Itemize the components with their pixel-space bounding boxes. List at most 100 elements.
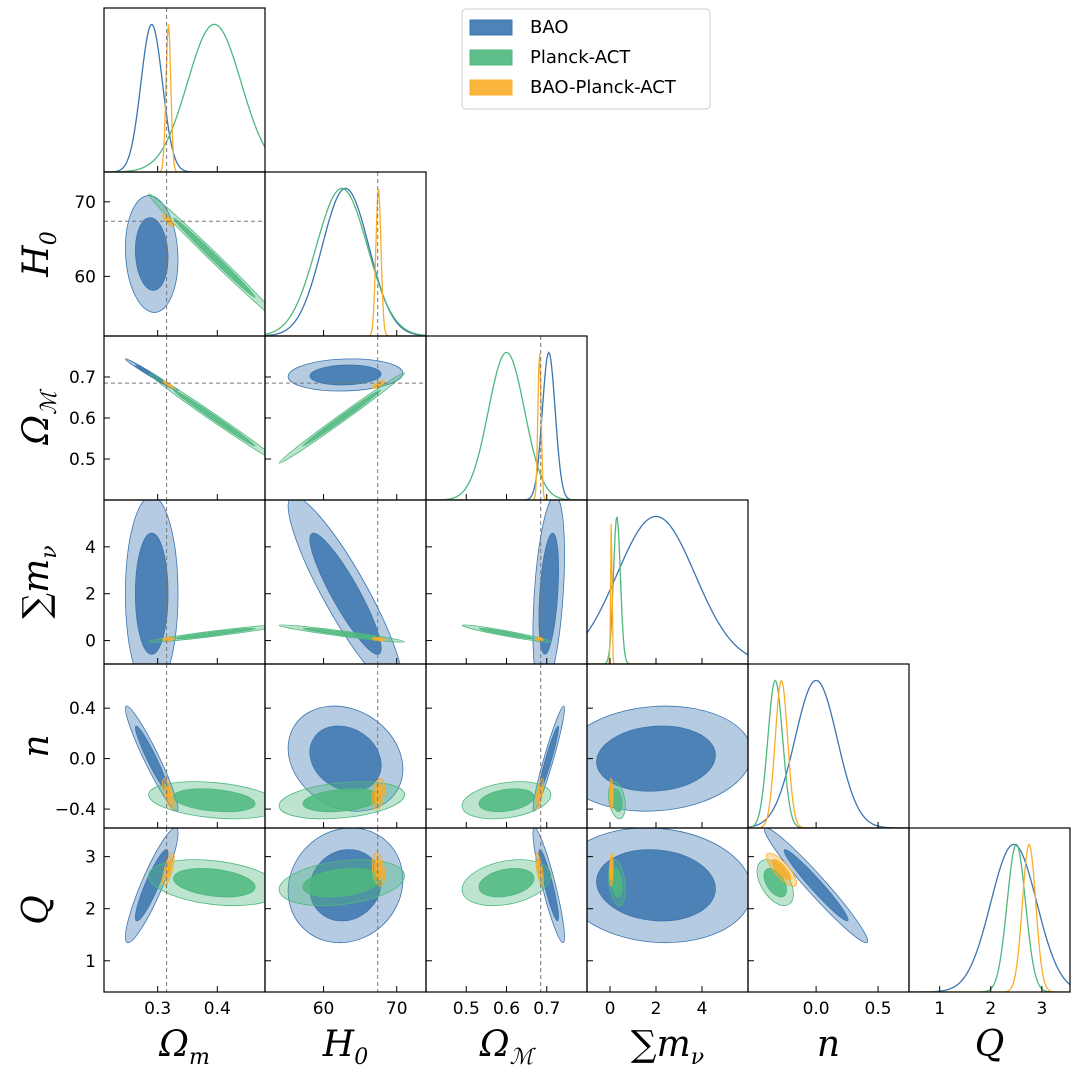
contour-68-oml-mnu-bao	[538, 532, 559, 655]
y-tick-label-mnu: 0	[85, 632, 96, 652]
y-axis-title-q: Q	[16, 895, 57, 925]
legend-swatch-bao-planck-act	[469, 79, 513, 96]
panel-oml-oml	[426, 336, 587, 500]
panel-om-om	[104, 8, 265, 172]
x-tick-label-om: 0.3	[144, 999, 171, 1019]
contour-68-oml-n-bao-planck-act	[536, 783, 543, 804]
x-axis-title-oml: Ωℳ	[479, 1024, 537, 1070]
contour-68-om-q-planck-act	[173, 868, 256, 898]
legend: BAO Planck-ACT BAO-Planck-ACT	[461, 8, 711, 110]
legend-label-bao-planck-act: BAO-Planck-ACT	[530, 77, 677, 98]
panel-h0-oml	[265, 336, 426, 500]
x-tick-label-oml: 0.7	[533, 999, 560, 1019]
panel-frame	[425, 827, 588, 993]
contour-68-h0-mnu-bao	[309, 532, 382, 655]
marginal-n-bao-planck-act	[748, 679, 909, 828]
legend-label-planck-act: Planck-ACT	[530, 47, 631, 68]
y-tick-label-oml: 0.7	[69, 368, 96, 388]
panel-n-n	[748, 679, 909, 828]
x-axis-title-n: n	[817, 1024, 840, 1065]
panel-frame	[425, 335, 588, 501]
marginal-oml-bao	[426, 351, 587, 500]
legend-box	[461, 8, 711, 110]
marginal-mnu-planck-act	[587, 516, 748, 664]
contour-68-oml-n-planck-act	[478, 788, 535, 813]
contour-68-om-mnu-planck-act	[173, 627, 256, 640]
x-tick-label-n: 0.0	[803, 999, 830, 1019]
x-tick-label-oml: 0.5	[453, 999, 480, 1019]
panels-layer: 0.3 0.4 Ωm 60 70 H0 0.5 0.6 0.7 Ωℳ 0 2 4 ∑mν 0.0 0.5 n 1 2…	[16, 7, 1071, 1070]
contour-68-om-h0-bao	[134, 217, 169, 291]
panel-mnu-q	[587, 828, 748, 944]
y-tick-label-mnu: 2	[85, 585, 96, 605]
marginal-om-bao-planck-act	[104, 24, 265, 172]
contour-68-oml-q-planck-act	[478, 868, 535, 898]
panel-om-oml	[104, 336, 265, 500]
contour-68-oml-q-bao-planck-act	[536, 858, 543, 881]
x-tick-label-mnu: 2	[651, 999, 662, 1019]
marginal-q-bao-planck-act	[909, 843, 1070, 992]
x-tick-label-q: 3	[1036, 999, 1047, 1019]
marginal-oml-bao-planck-act	[426, 353, 587, 500]
marginal-mnu-bao	[587, 515, 748, 656]
contour-68-mnu-q-bao-planck-act	[609, 858, 613, 881]
contour-68-oml-mnu-bao-planck-act	[536, 637, 543, 641]
panel-om-mnu	[125, 500, 265, 664]
y-tick-label-q: 3	[85, 848, 96, 868]
marginal-q-planck-act	[909, 843, 1070, 992]
marginal-oml-planck-act	[426, 351, 587, 500]
contour-68-oml-mnu-planck-act	[478, 627, 535, 640]
x-tick-label-mnu: 0	[605, 999, 616, 1019]
panel-oml-mnu	[461, 500, 565, 664]
y-tick-label-n: −0.4	[55, 800, 96, 820]
x-axis-title-h0: H0	[322, 1024, 368, 1070]
x-axis-title-q: Q	[975, 1024, 1005, 1065]
y-tick-label-n: 0.4	[69, 699, 96, 719]
marginal-n-bao	[748, 679, 909, 828]
contour-68-om-q-bao-planck-act	[164, 858, 173, 881]
x-axis-title-mnu: ∑mν	[631, 1024, 704, 1070]
marginal-om-planck-act	[104, 23, 265, 172]
x-tick-label-n: 0.5	[865, 999, 892, 1019]
panel-frame	[264, 171, 427, 337]
panel-q-q	[909, 843, 1070, 992]
x-axis-title-om: Ωm	[158, 1024, 210, 1070]
panel-oml-q	[461, 828, 565, 992]
marginal-n-planck-act	[748, 679, 909, 828]
y-axis-title-oml: Ωℳ	[16, 388, 62, 446]
marginal-mnu-bao-planck-act	[587, 524, 748, 664]
panel-h0-q	[278, 828, 405, 992]
x-tick-label-oml: 0.6	[493, 999, 520, 1019]
x-tick-label-h0: 60	[313, 999, 335, 1019]
contour-68-oml-q-bao	[538, 849, 559, 922]
contour-68-h0-n-bao-planck-act	[374, 783, 383, 804]
panel-mnu-mnu	[587, 515, 748, 664]
panel-n-q	[756, 828, 869, 944]
contour-68-h0-q-bao-planck-act	[374, 858, 383, 881]
x-tick-label-om: 0.4	[204, 999, 231, 1019]
panel-h0-n	[278, 664, 405, 828]
panel-oml-n	[461, 664, 565, 828]
legend-swatch-planck-act	[469, 49, 513, 66]
panel-om-q	[125, 828, 265, 992]
contour-68-om-n-bao-planck-act	[164, 783, 173, 804]
panel-frame	[103, 7, 266, 173]
panel-mnu-n	[587, 705, 748, 820]
contour-68-n-q-bao	[783, 849, 849, 922]
y-tick-label-q: 1	[85, 952, 96, 972]
marginal-q-bao	[909, 843, 1070, 992]
y-tick-label-mnu: 4	[85, 538, 96, 558]
x-tick-label-mnu: 4	[697, 999, 708, 1019]
legend-label-bao: BAO	[530, 17, 569, 38]
marginal-om-bao	[104, 23, 265, 172]
panel-frame	[103, 827, 266, 993]
x-tick-label-q: 2	[985, 999, 996, 1019]
contour-68-om-oml-planck-act	[173, 389, 256, 447]
contour-68-n-q-planck-act	[763, 868, 787, 898]
contour-68-om-mnu-bao	[134, 532, 169, 655]
legend-swatch-bao	[469, 19, 513, 36]
y-tick-label-n: 0.0	[69, 750, 96, 770]
y-tick-label-h0: 70	[74, 193, 96, 213]
panel-h0-mnu	[278, 500, 405, 664]
